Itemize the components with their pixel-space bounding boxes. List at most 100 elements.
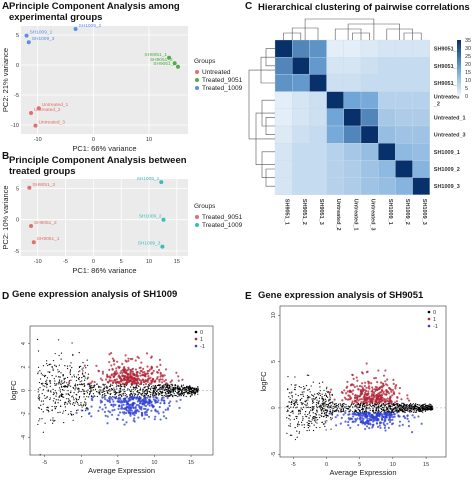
data-point [313, 405, 315, 408]
data-point [129, 407, 133, 410]
data-point [185, 395, 187, 398]
data-point [299, 413, 301, 415]
data-point [144, 413, 147, 416]
data-point [63, 385, 66, 387]
data-point [388, 420, 392, 424]
data-point [411, 411, 413, 413]
data-point [384, 400, 387, 403]
data-point [47, 406, 49, 408]
data-point [72, 413, 74, 416]
data-point [326, 406, 328, 408]
data-point [136, 394, 139, 396]
data-point [131, 382, 134, 385]
data-point [368, 417, 371, 420]
data-point [71, 376, 73, 378]
data-point [166, 385, 168, 387]
data-point [365, 409, 367, 411]
data-point [341, 403, 344, 405]
data-point [302, 416, 304, 418]
data-point [117, 414, 120, 417]
colorbar-segment [457, 80, 461, 83]
data-point [368, 422, 372, 425]
column-label: SH9051_1 [284, 199, 290, 225]
data-point [96, 395, 98, 398]
data-point [189, 385, 191, 387]
data-point [313, 424, 315, 426]
data-point [60, 381, 62, 383]
colorbar-segment [457, 72, 461, 74]
data-point [330, 388, 333, 391]
row-label: SH9051_3 [434, 81, 460, 87]
data-point [385, 388, 388, 392]
data-point [294, 403, 296, 405]
data-point [392, 409, 395, 411]
row-label: Untreated_1 [434, 115, 466, 121]
data-point [316, 417, 318, 419]
data-point [310, 385, 312, 387]
data-point [169, 385, 171, 388]
data-point [178, 406, 181, 409]
data-point [123, 388, 125, 390]
heatmap-cell [326, 143, 344, 161]
y-tick-label: -4 [21, 435, 27, 440]
data-point [90, 415, 93, 418]
data-point [84, 377, 86, 379]
data-point [136, 400, 139, 403]
data-point [411, 414, 414, 417]
data-point [78, 388, 80, 390]
data-point [365, 390, 368, 393]
data-point [186, 388, 188, 391]
data-point [58, 380, 61, 382]
data-point [403, 406, 405, 408]
data-point [189, 392, 191, 395]
data-point [374, 403, 376, 405]
data-point [164, 387, 167, 389]
data-point [46, 406, 48, 409]
data-point [116, 392, 118, 394]
data-point [297, 403, 299, 406]
heatmap-cell [343, 125, 362, 144]
data-point [164, 393, 167, 395]
data-point [417, 409, 419, 411]
data-point [394, 403, 396, 406]
data-point [300, 421, 303, 423]
data-point [355, 410, 357, 413]
data-point [128, 403, 132, 407]
x-tick-label: 10 [146, 259, 152, 265]
data-point [73, 27, 78, 31]
data-point [329, 412, 332, 415]
data-point [384, 414, 387, 417]
x-tick-label: -10 [34, 259, 42, 265]
data-point [38, 399, 40, 401]
data-point [401, 423, 404, 427]
data-point [429, 403, 431, 405]
data-point [78, 383, 80, 385]
data-point [299, 399, 301, 401]
data-point [326, 386, 328, 388]
data-point [55, 399, 57, 401]
data-point [287, 405, 289, 407]
data-point [291, 391, 293, 393]
data-point [171, 383, 173, 385]
row-label: Untreated_3 [434, 133, 466, 139]
colorbar-segment [457, 82, 461, 84]
data-point [47, 371, 49, 373]
colorbar-tick-label: 25 [465, 54, 471, 60]
data-point [158, 378, 161, 381]
data-point [410, 405, 412, 407]
data-point [386, 407, 388, 409]
data-point [37, 366, 40, 368]
data-point [295, 384, 297, 386]
data-point [287, 410, 289, 412]
data-point [135, 409, 138, 412]
data-point [357, 388, 360, 391]
data-point [383, 397, 386, 401]
heatmap-cell [378, 160, 396, 178]
heatmap-cell [326, 57, 344, 75]
colorbar-tick-label: 0 [465, 94, 468, 100]
data-point [406, 417, 409, 420]
data-point [121, 371, 124, 374]
data-point [414, 408, 416, 411]
data-point [42, 389, 45, 391]
data-point [72, 395, 74, 397]
